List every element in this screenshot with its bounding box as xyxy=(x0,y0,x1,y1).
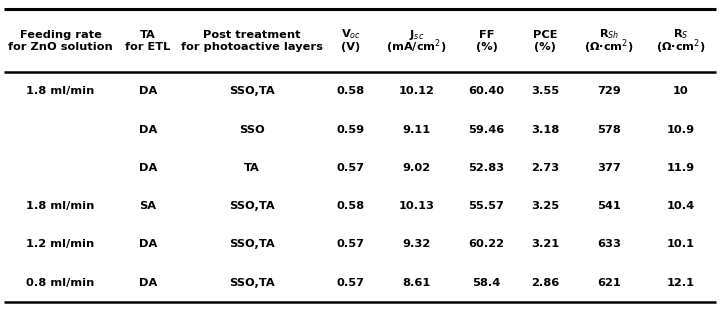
Text: R$_{S}$: R$_{S}$ xyxy=(672,28,688,41)
Text: 633: 633 xyxy=(597,239,621,249)
Text: 0.58: 0.58 xyxy=(337,86,365,96)
Text: (V): (V) xyxy=(341,42,361,52)
Text: 9.11: 9.11 xyxy=(402,124,431,135)
Text: SSO,TA: SSO,TA xyxy=(229,86,274,96)
Text: FF: FF xyxy=(479,30,494,39)
Text: 3.18: 3.18 xyxy=(531,124,559,135)
Text: 10.1: 10.1 xyxy=(667,239,695,249)
Text: V$_{oc}$: V$_{oc}$ xyxy=(341,28,361,41)
Text: (%): (%) xyxy=(475,42,498,52)
Text: 0.57: 0.57 xyxy=(337,163,365,173)
Text: PCE: PCE xyxy=(533,30,557,39)
Text: 0.58: 0.58 xyxy=(337,201,365,211)
Text: for ETL: for ETL xyxy=(125,42,171,52)
Text: 0.59: 0.59 xyxy=(337,124,365,135)
Text: Post treatment: Post treatment xyxy=(203,30,300,39)
Text: 2.86: 2.86 xyxy=(531,277,559,288)
Text: 60.40: 60.40 xyxy=(469,86,505,96)
Text: 11.9: 11.9 xyxy=(667,163,695,173)
Text: 10.9: 10.9 xyxy=(667,124,695,135)
Text: 621: 621 xyxy=(597,277,621,288)
Text: 8.61: 8.61 xyxy=(402,277,431,288)
Text: 59.46: 59.46 xyxy=(469,124,505,135)
Text: 3.25: 3.25 xyxy=(531,201,559,211)
Text: 3.21: 3.21 xyxy=(531,239,559,249)
Text: SSO,TA: SSO,TA xyxy=(229,201,274,211)
Text: 12.1: 12.1 xyxy=(667,277,695,288)
Text: 60.22: 60.22 xyxy=(469,239,505,249)
Text: 9.32: 9.32 xyxy=(402,239,431,249)
Text: 10.4: 10.4 xyxy=(667,201,695,211)
Text: 578: 578 xyxy=(597,124,621,135)
Text: SSO,TA: SSO,TA xyxy=(229,239,274,249)
Text: 2.73: 2.73 xyxy=(531,163,559,173)
Text: SSO,TA: SSO,TA xyxy=(229,277,274,288)
Text: DA: DA xyxy=(139,124,157,135)
Text: SA: SA xyxy=(139,201,156,211)
Text: 0.57: 0.57 xyxy=(337,277,365,288)
Text: 0.8 ml/min: 0.8 ml/min xyxy=(26,277,94,288)
Text: 55.57: 55.57 xyxy=(469,201,505,211)
Text: TA: TA xyxy=(140,30,156,39)
Text: 729: 729 xyxy=(597,86,621,96)
Text: DA: DA xyxy=(139,277,157,288)
Text: J$_{sc}$: J$_{sc}$ xyxy=(409,28,424,42)
Text: DA: DA xyxy=(139,163,157,173)
Text: for photoactive layers: for photoactive layers xyxy=(181,42,323,52)
Text: 10.13: 10.13 xyxy=(398,201,434,211)
Text: 9.02: 9.02 xyxy=(402,163,431,173)
Text: (Ω·cm$^{2}$): (Ω·cm$^{2}$) xyxy=(584,38,634,56)
Text: 541: 541 xyxy=(597,201,621,211)
Text: for ZnO solution: for ZnO solution xyxy=(8,42,113,52)
Text: 58.4: 58.4 xyxy=(472,277,500,288)
Text: 377: 377 xyxy=(597,163,621,173)
Text: SSO: SSO xyxy=(239,124,264,135)
Text: 10: 10 xyxy=(672,86,688,96)
Text: 10.12: 10.12 xyxy=(398,86,434,96)
Text: TA: TA xyxy=(244,163,259,173)
Text: 52.83: 52.83 xyxy=(469,163,505,173)
Text: 1.8 ml/min: 1.8 ml/min xyxy=(26,201,94,211)
Text: (mA/cm$^{2}$): (mA/cm$^{2}$) xyxy=(387,38,446,56)
Text: (Ω·cm$^{2}$): (Ω·cm$^{2}$) xyxy=(656,38,706,56)
Text: 0.57: 0.57 xyxy=(337,239,365,249)
Text: 1.8 ml/min: 1.8 ml/min xyxy=(26,86,94,96)
Text: DA: DA xyxy=(139,86,157,96)
Text: R$_{Sh}$: R$_{Sh}$ xyxy=(598,28,619,41)
Text: DA: DA xyxy=(139,239,157,249)
Text: (%): (%) xyxy=(534,42,556,52)
Text: Feeding rate: Feeding rate xyxy=(19,30,102,39)
Text: 3.55: 3.55 xyxy=(531,86,559,96)
Text: 1.2 ml/min: 1.2 ml/min xyxy=(27,239,94,249)
